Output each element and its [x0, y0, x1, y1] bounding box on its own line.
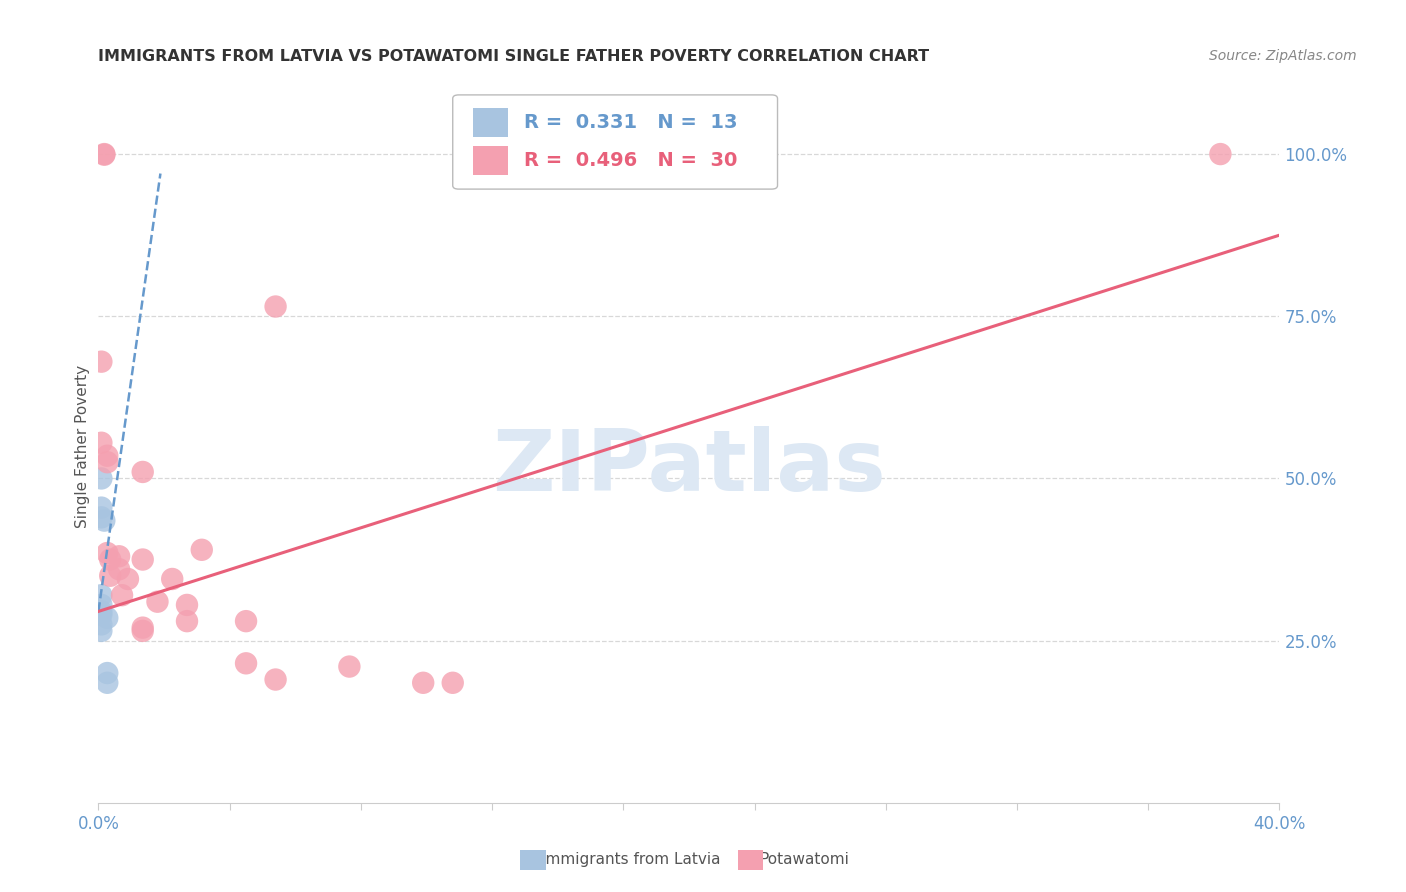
Point: [96, 455, 118, 469]
Text: Potawatomi: Potawatomi: [759, 853, 849, 867]
Point: [108, 549, 131, 564]
Point: [93, 147, 115, 161]
Point: [98, 568, 121, 582]
Point: [96, 449, 118, 463]
Text: Immigrants from Latvia: Immigrants from Latvia: [541, 853, 721, 867]
Point: [132, 552, 155, 566]
Point: [264, 300, 287, 314]
Point: [96, 675, 118, 690]
Point: [90, 471, 112, 485]
Point: [111, 588, 134, 602]
Point: [176, 614, 198, 628]
Point: [90, 598, 112, 612]
Point: [162, 572, 183, 586]
Point: [90, 354, 112, 368]
Point: [93, 514, 115, 528]
Point: [235, 657, 257, 671]
Point: [108, 562, 131, 576]
Point: [117, 572, 139, 586]
Point: [132, 624, 155, 638]
Point: [90, 510, 112, 524]
Point: [90, 435, 112, 450]
Point: [90, 624, 112, 638]
FancyBboxPatch shape: [453, 95, 778, 189]
Point: [98, 552, 121, 566]
Point: [132, 465, 155, 479]
FancyBboxPatch shape: [472, 109, 508, 137]
Point: [96, 666, 118, 681]
Text: Source: ZipAtlas.com: Source: ZipAtlas.com: [1209, 49, 1357, 63]
Point: [412, 675, 434, 690]
Y-axis label: Single Father Poverty: Single Father Poverty: [75, 365, 90, 527]
Point: [90, 588, 112, 602]
Point: [132, 621, 155, 635]
Point: [90, 617, 112, 632]
Point: [191, 542, 214, 557]
Point: [176, 598, 198, 612]
Point: [90, 607, 112, 622]
Point: [235, 614, 257, 628]
Point: [96, 611, 118, 625]
Text: ZIPatlas: ZIPatlas: [492, 425, 886, 509]
Point: [146, 595, 169, 609]
Point: [339, 659, 360, 673]
Point: [96, 546, 118, 560]
Point: [441, 675, 464, 690]
Text: R =  0.331   N =  13: R = 0.331 N = 13: [523, 113, 737, 132]
Point: [1209, 147, 1232, 161]
Text: R =  0.496   N =  30: R = 0.496 N = 30: [523, 151, 737, 170]
FancyBboxPatch shape: [472, 146, 508, 175]
Point: [264, 673, 287, 687]
Point: [93, 147, 115, 161]
Point: [90, 500, 112, 515]
Text: IMMIGRANTS FROM LATVIA VS POTAWATOMI SINGLE FATHER POVERTY CORRELATION CHART: IMMIGRANTS FROM LATVIA VS POTAWATOMI SIN…: [98, 49, 929, 64]
Point: [90, 604, 112, 618]
